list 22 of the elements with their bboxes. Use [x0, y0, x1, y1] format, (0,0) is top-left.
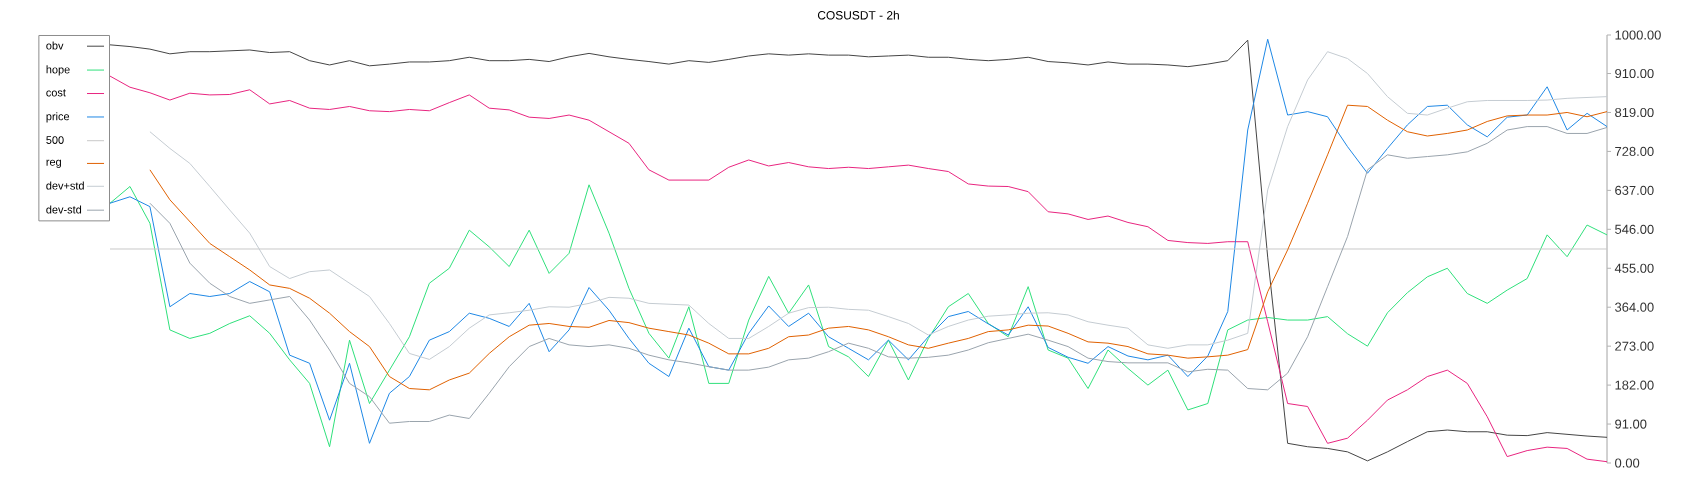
legend-label: price — [46, 112, 70, 123]
legend-label: obv — [46, 41, 64, 50]
y-tick-label: 273.00 — [1615, 341, 1654, 351]
y-tick-label: 0.00 — [1615, 458, 1640, 468]
legend-label: cost — [46, 89, 66, 97]
legend-label: reg — [46, 159, 61, 168]
y-tick-label: 728.00 — [1615, 146, 1654, 156]
legend-label: dev+std — [46, 181, 84, 190]
y-tick-label: 546.00 — [1615, 224, 1654, 234]
y-tick-label: 910.00 — [1615, 68, 1654, 79]
y-tick-label: 819.00 — [1615, 107, 1654, 118]
legend-label: hope — [46, 65, 70, 76]
y-tick-label: 91.00 — [1615, 419, 1647, 429]
line-series — [109, 184, 1608, 448]
y-tick-label: 637.00 — [1615, 185, 1654, 195]
chart-title: COSUSDT - 2h — [817, 10, 899, 20]
y-tick-label: 364.00 — [1615, 302, 1654, 312]
y-tick-label: 1000.00 — [1615, 30, 1661, 40]
y-tick-label: 455.00 — [1614, 263, 1654, 273]
y-tick-label: 182.00 — [1615, 380, 1654, 390]
legend-label: 500 — [46, 136, 64, 144]
legend-label: dev-std — [46, 205, 82, 214]
